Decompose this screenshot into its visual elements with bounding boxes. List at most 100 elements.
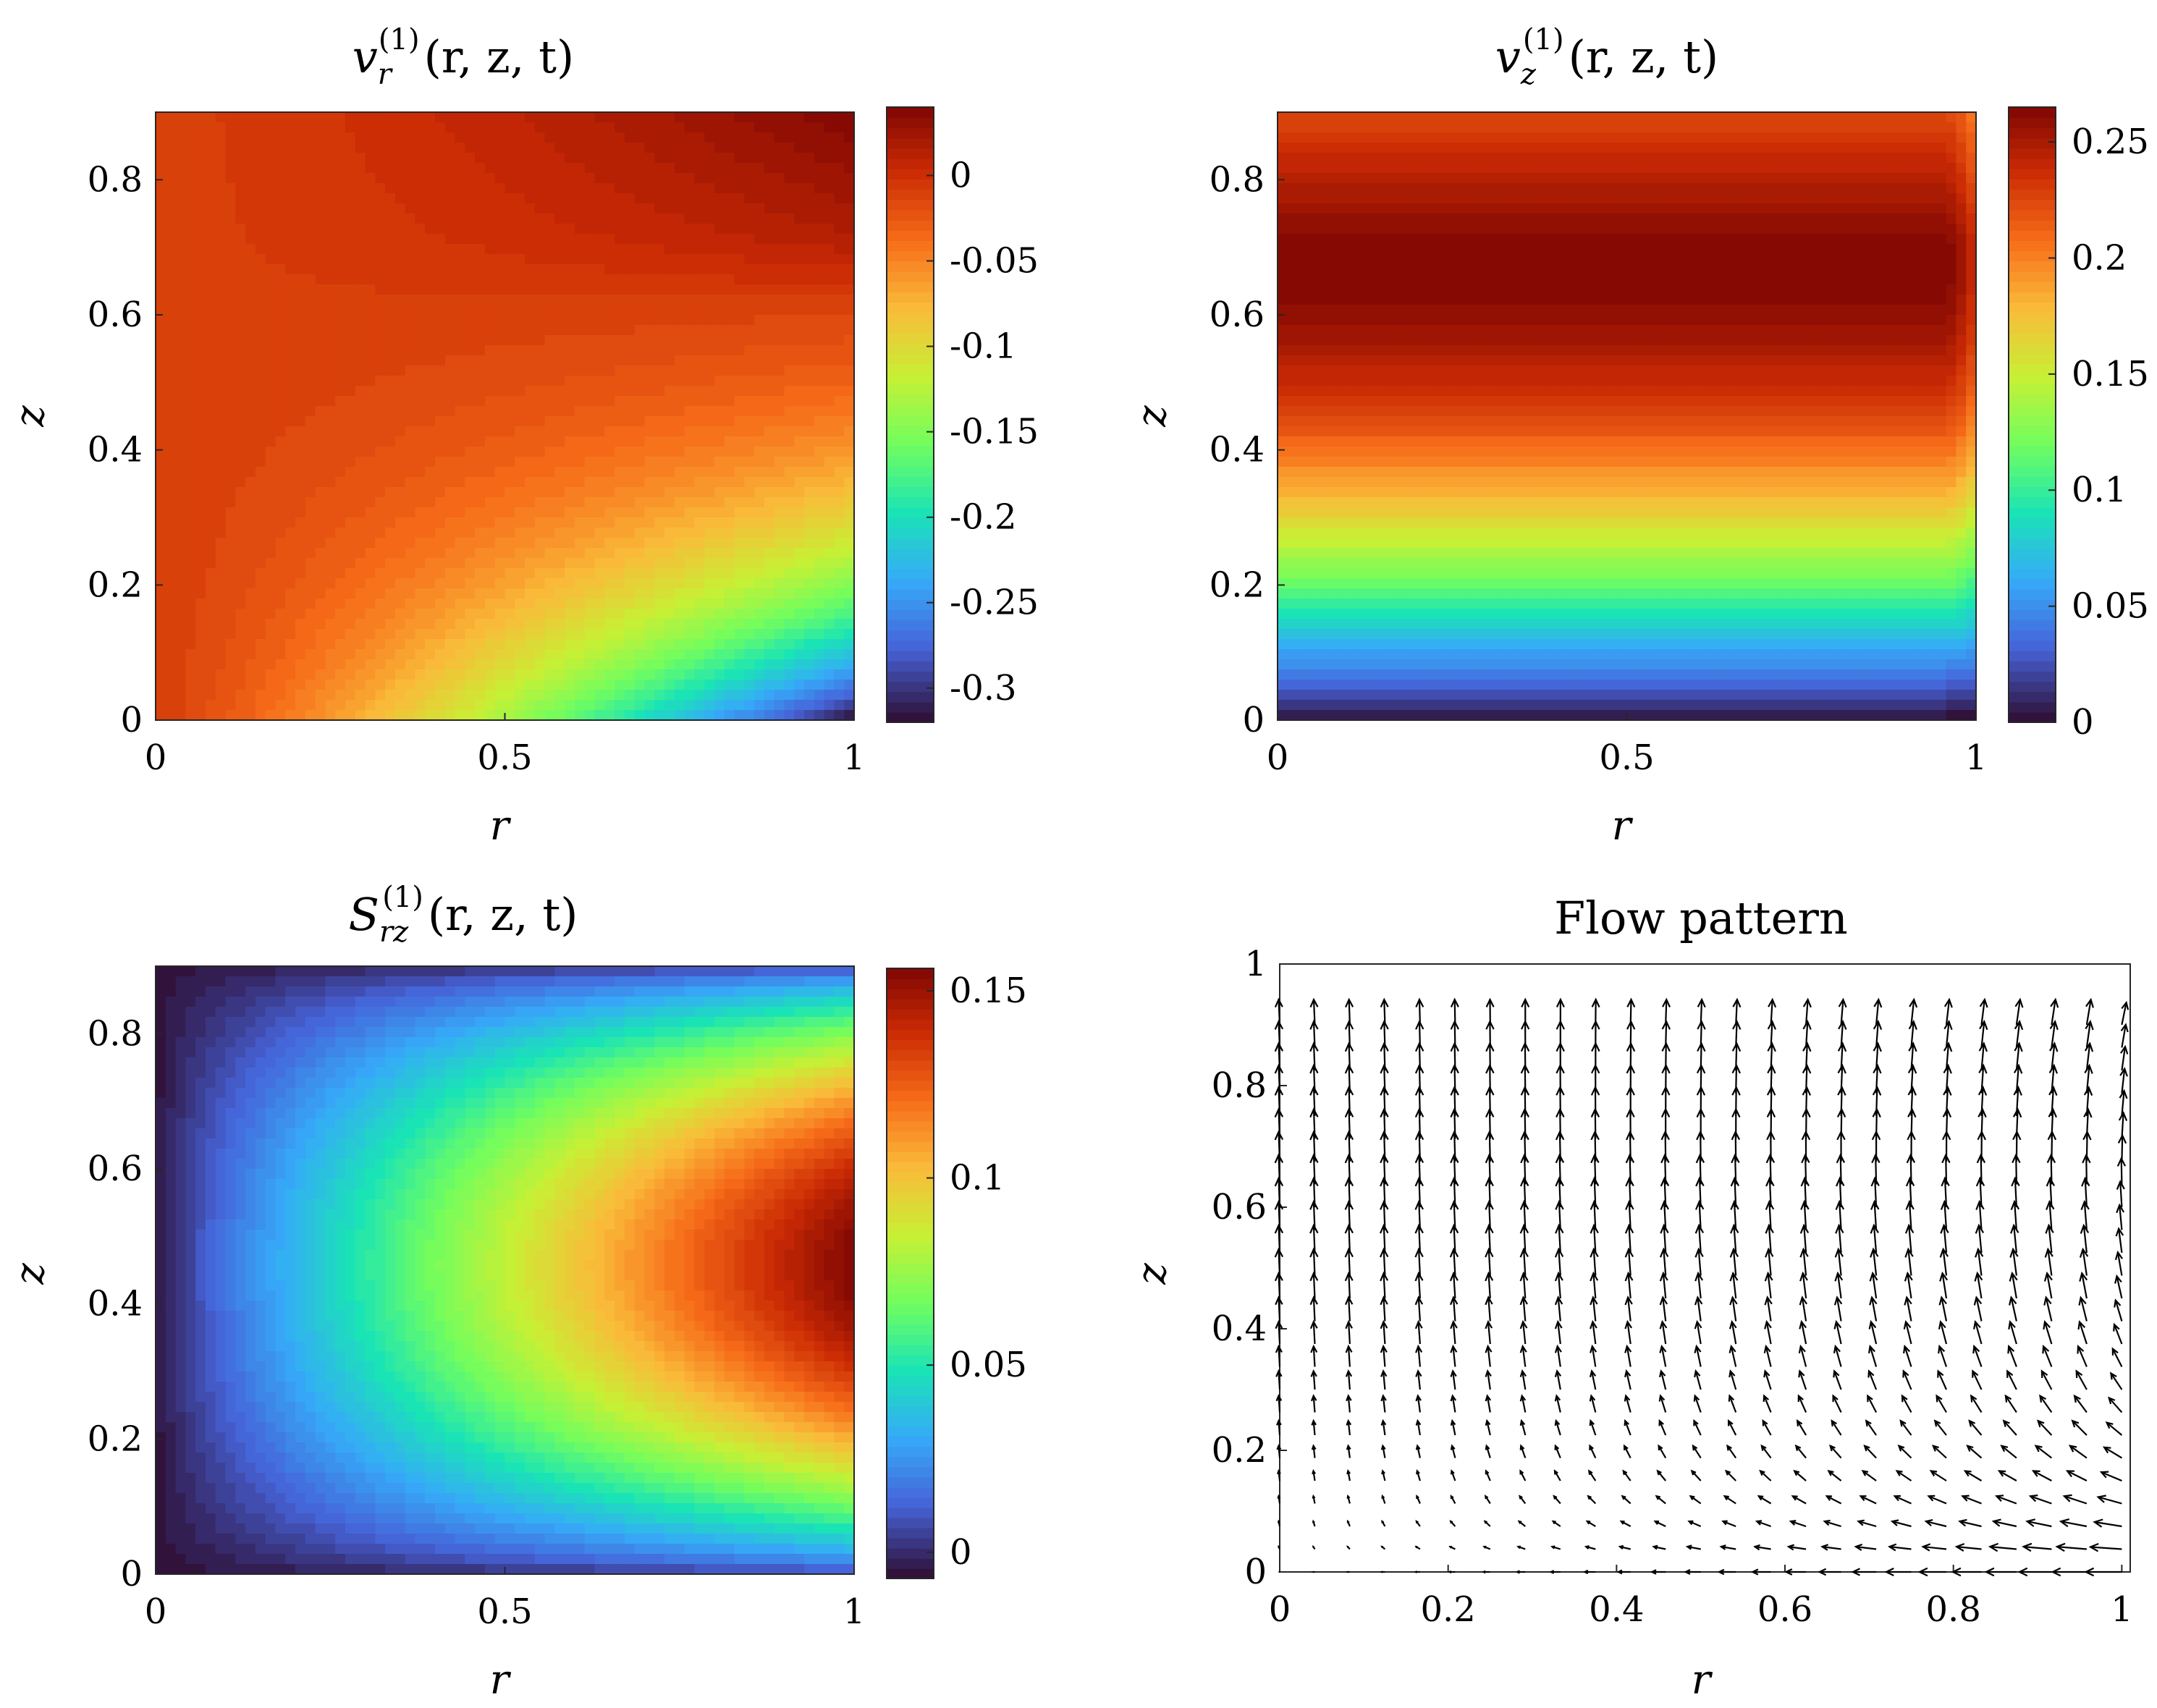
contour-cell xyxy=(265,153,277,164)
contour-cell xyxy=(295,234,306,245)
contour-cell xyxy=(1407,143,1418,153)
contour-cell xyxy=(455,467,466,478)
contour-cell xyxy=(694,274,706,285)
contour-cell xyxy=(156,193,166,204)
contour-cell xyxy=(265,528,277,538)
contour-cell xyxy=(615,234,625,245)
contour-cell xyxy=(335,568,346,579)
contour-cell xyxy=(844,710,855,721)
contour-cell xyxy=(455,517,466,528)
contour-cell xyxy=(245,568,256,579)
contour-cell xyxy=(385,173,396,184)
contour-cell xyxy=(634,305,646,316)
contour-cell xyxy=(654,639,665,650)
contour-cell xyxy=(664,163,675,174)
contour-cell xyxy=(235,112,246,123)
contour-cell xyxy=(794,386,805,397)
contour-cell xyxy=(475,578,486,589)
contour-cell xyxy=(1477,153,1488,164)
contour-cell xyxy=(1876,112,1887,123)
contour-cell xyxy=(724,507,735,518)
contour-cell xyxy=(724,517,735,528)
contour-cell xyxy=(494,406,506,417)
contour-cell xyxy=(455,284,466,295)
contour-cell xyxy=(444,588,456,599)
contour-cell xyxy=(644,680,656,690)
contour-cell xyxy=(644,467,656,478)
contour-cell xyxy=(245,325,256,336)
contour-cell xyxy=(215,426,227,437)
contour-cell xyxy=(824,274,835,285)
contour-cell xyxy=(615,396,625,407)
contour-cell xyxy=(444,295,456,305)
contour-cell xyxy=(275,477,287,488)
contour-cell xyxy=(714,376,725,386)
contour-cell xyxy=(455,436,466,447)
colorbar-frame xyxy=(886,106,934,723)
contour-cell xyxy=(784,335,795,346)
contour-cell xyxy=(834,132,845,143)
contour-cell xyxy=(235,599,246,609)
contour-cell xyxy=(734,264,746,275)
contour-cell xyxy=(185,507,196,518)
contour-cell xyxy=(704,497,715,508)
contour-cell xyxy=(235,528,246,538)
contour-cell xyxy=(1647,122,1658,133)
contour-cell xyxy=(584,578,596,589)
contour-cell xyxy=(744,457,755,468)
contour-cell xyxy=(195,436,206,447)
contour-cell xyxy=(814,457,825,468)
contour-cell xyxy=(734,203,746,214)
contour-cell xyxy=(1327,143,1338,153)
contour-cell xyxy=(654,224,665,234)
contour-cell xyxy=(1906,153,1917,164)
contour-cell xyxy=(505,274,516,285)
contour-cell xyxy=(275,183,287,194)
contour-cell xyxy=(475,224,486,234)
contour-cell xyxy=(325,517,336,528)
contour-cell xyxy=(494,558,506,569)
contour-cell xyxy=(375,528,386,538)
contour-cell xyxy=(754,224,765,234)
contour-cell xyxy=(824,284,835,295)
contour-cell xyxy=(444,447,456,457)
contour-cell xyxy=(684,122,696,133)
contour-cell xyxy=(694,609,706,620)
contour-cell xyxy=(425,588,436,599)
contour-cell xyxy=(355,619,366,630)
contour-cell xyxy=(1656,193,1668,204)
contour-cell xyxy=(764,599,775,609)
contour-cell xyxy=(265,507,277,518)
contour-cell xyxy=(505,305,516,316)
contour-cell xyxy=(475,203,486,214)
contour-cell xyxy=(484,517,496,528)
contour-cell xyxy=(834,426,845,437)
contour-cell xyxy=(484,538,496,549)
contour-cell xyxy=(185,639,196,650)
colorbar-segment xyxy=(887,650,934,661)
contour-cell xyxy=(375,568,386,579)
contour-cell xyxy=(455,700,466,711)
contour-cell xyxy=(394,325,406,336)
contour-cell xyxy=(844,355,855,366)
contour-cell xyxy=(475,528,486,538)
contour-cell xyxy=(784,659,795,670)
colorbar-segment xyxy=(887,701,934,713)
contour-cell xyxy=(525,447,536,457)
contour-cell xyxy=(494,244,506,255)
contour-cell xyxy=(255,173,266,184)
contour-cell xyxy=(345,690,356,701)
contour-cell xyxy=(275,264,287,275)
contour-cell xyxy=(455,710,466,721)
contour-cell xyxy=(724,345,735,356)
contour-cell xyxy=(365,193,376,204)
contour-cell xyxy=(754,122,765,133)
contour-cell xyxy=(654,436,665,447)
contour-cell xyxy=(565,710,575,721)
contour-cell xyxy=(684,710,696,721)
contour-cell xyxy=(515,376,525,386)
colorbar-segment xyxy=(887,292,934,303)
contour-cell xyxy=(575,497,586,508)
contour-cell xyxy=(624,295,636,305)
contour-cell xyxy=(494,396,506,407)
